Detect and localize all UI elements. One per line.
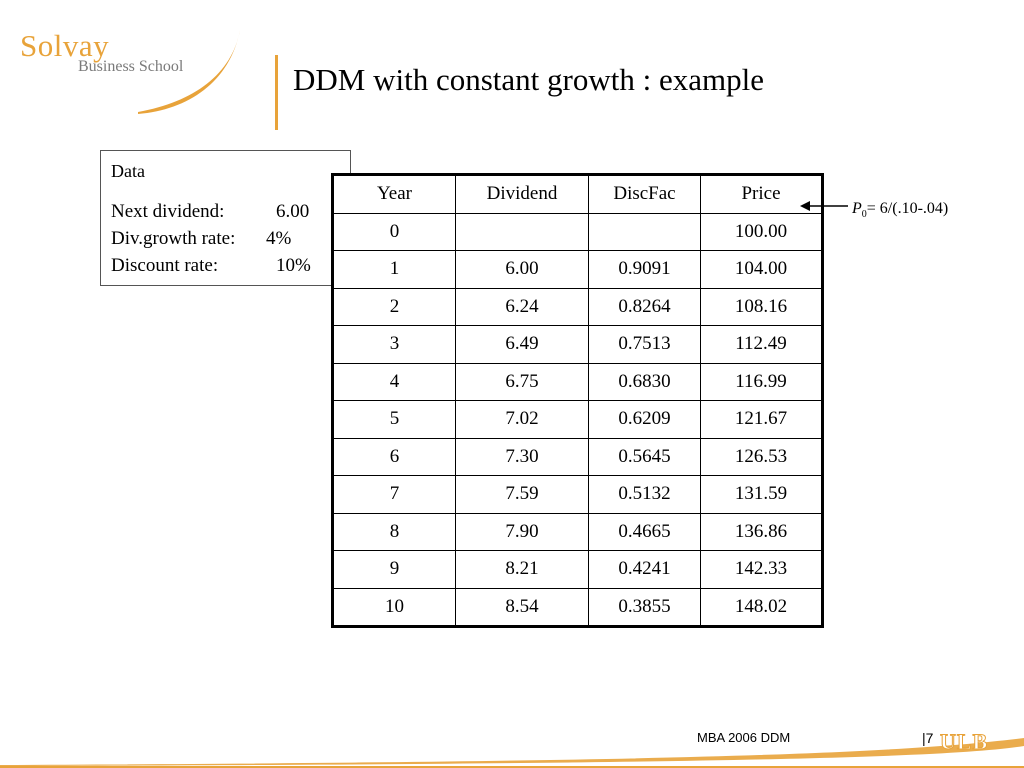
- cell-year: 7: [332, 475, 456, 514]
- data-label: Next dividend:: [111, 201, 225, 222]
- cell-discfac: 0.4665: [588, 512, 701, 551]
- cell-discfac: 0.4241: [588, 550, 701, 589]
- data-row-next-dividend: Next dividend: 6.00: [111, 201, 309, 223]
- cell-discfac: 0.6830: [588, 362, 701, 401]
- ulb-logo: ULB: [939, 729, 989, 755]
- cell-price: 121.67: [700, 400, 823, 439]
- data-box: Data Next dividend: 6.00 Div.growth rate…: [100, 150, 351, 286]
- data-value: 4%: [266, 228, 292, 249]
- cell-year: 6: [332, 437, 456, 476]
- cell-price: 131.59: [700, 475, 823, 514]
- cell-dividend: 6.49: [455, 325, 589, 364]
- table-row: 10 8.54 0.3855 148.02: [332, 587, 823, 627]
- cell-price: 148.02: [700, 587, 823, 627]
- cell-discfac: 0.5645: [588, 437, 701, 476]
- cell-discfac: 0.8264: [588, 287, 701, 326]
- cell-dividend: 6.00: [455, 250, 589, 289]
- cell-price: 126.53: [700, 437, 823, 476]
- data-label: Div.growth rate:: [111, 228, 236, 249]
- footer-text: MBA 2006 DDM: [697, 730, 791, 745]
- table-row: 4 6.75 0.6830 116.99: [332, 362, 823, 401]
- solvay-logo: Solvay Business School: [18, 22, 248, 117]
- cell-dividend: 8.54: [455, 587, 589, 627]
- title-accent-bar: [275, 55, 278, 130]
- formula-annotation: P0= 6/(.10-.04): [852, 200, 948, 220]
- table-row: 0 100.00: [332, 212, 823, 251]
- cell-year: 4: [332, 362, 456, 401]
- logo-word-solvay: Solvay: [20, 28, 110, 63]
- cell-year: 10: [332, 587, 456, 627]
- data-box-header: Data: [111, 161, 145, 181]
- table-row: 5 7.02 0.6209 121.67: [332, 400, 823, 439]
- cell-dividend: 7.59: [455, 475, 589, 514]
- cell-discfac: 0.6209: [588, 400, 701, 439]
- table-row: 1 6.00 0.9091 104.00: [332, 250, 823, 289]
- cell-discfac: 0.9091: [588, 250, 701, 289]
- formula-subscript: 0: [861, 209, 867, 221]
- cell-dividend: 7.90: [455, 512, 589, 551]
- footer-stripe: [0, 738, 1024, 768]
- data-value: 6.00: [276, 201, 310, 222]
- cell-price: 112.49: [700, 325, 823, 364]
- cell-year: 8: [332, 512, 456, 551]
- page-number: |7: [922, 730, 934, 746]
- cell-discfac: 0.3855: [588, 587, 701, 627]
- table-row: 2 6.24 0.8264 108.16: [332, 287, 823, 326]
- cell-price: 108.16: [700, 287, 823, 326]
- cell-year: 5: [332, 400, 456, 439]
- cell-dividend: [455, 212, 589, 251]
- header-dividend: Dividend: [455, 174, 589, 214]
- cell-year: 2: [332, 287, 456, 326]
- table-row: 3 6.49 0.7513 112.49: [332, 325, 823, 364]
- cell-dividend: 6.24: [455, 287, 589, 326]
- cell-discfac: [588, 212, 701, 251]
- cell-price: 104.00: [700, 250, 823, 289]
- data-value: 10%: [276, 255, 311, 276]
- formula-expression: = 6/(.10-.04): [866, 200, 949, 217]
- table-row: 6 7.30 0.5645 126.53: [332, 437, 823, 476]
- cell-dividend: 6.75: [455, 362, 589, 401]
- cell-discfac: 0.5132: [588, 475, 701, 514]
- arrow-left-icon: [800, 201, 848, 211]
- cell-price: 142.33: [700, 550, 823, 589]
- cell-price: 100.00: [700, 212, 823, 251]
- cell-year: 0: [332, 212, 456, 251]
- data-label: Discount rate:: [111, 255, 219, 276]
- table-row: 9 8.21 0.4241 142.33: [332, 550, 823, 589]
- table-row: 8 7.90 0.4665 136.86: [332, 512, 823, 551]
- data-row-discount-rate: Discount rate: 10%: [111, 255, 311, 277]
- table-header-row: Year Dividend DiscFac Price: [332, 174, 823, 214]
- header-discfac: DiscFac: [588, 174, 701, 214]
- slide-title: DDM with constant growth : example: [293, 62, 764, 97]
- cell-discfac: 0.7513: [588, 325, 701, 364]
- cell-dividend: 7.02: [455, 400, 589, 439]
- cell-price: 116.99: [700, 362, 823, 401]
- data-row-growth-rate: Div.growth rate: 4%: [111, 228, 291, 250]
- cell-year: 3: [332, 325, 456, 364]
- cell-year: 9: [332, 550, 456, 589]
- formula-symbol: P: [852, 200, 862, 217]
- ddm-table: Year Dividend DiscFac Price 0 100.00 1 6.00…: [331, 173, 824, 628]
- logo-swoosh-icon: [138, 30, 240, 114]
- logo-word-business-school: Business School: [78, 58, 184, 75]
- cell-year: 1: [332, 250, 456, 289]
- table-row: 7 7.59 0.5132 131.59: [332, 475, 823, 514]
- cell-price: 136.86: [700, 512, 823, 551]
- cell-dividend: 8.21: [455, 550, 589, 589]
- cell-dividend: 7.30: [455, 437, 589, 476]
- header-year: Year: [332, 174, 456, 214]
